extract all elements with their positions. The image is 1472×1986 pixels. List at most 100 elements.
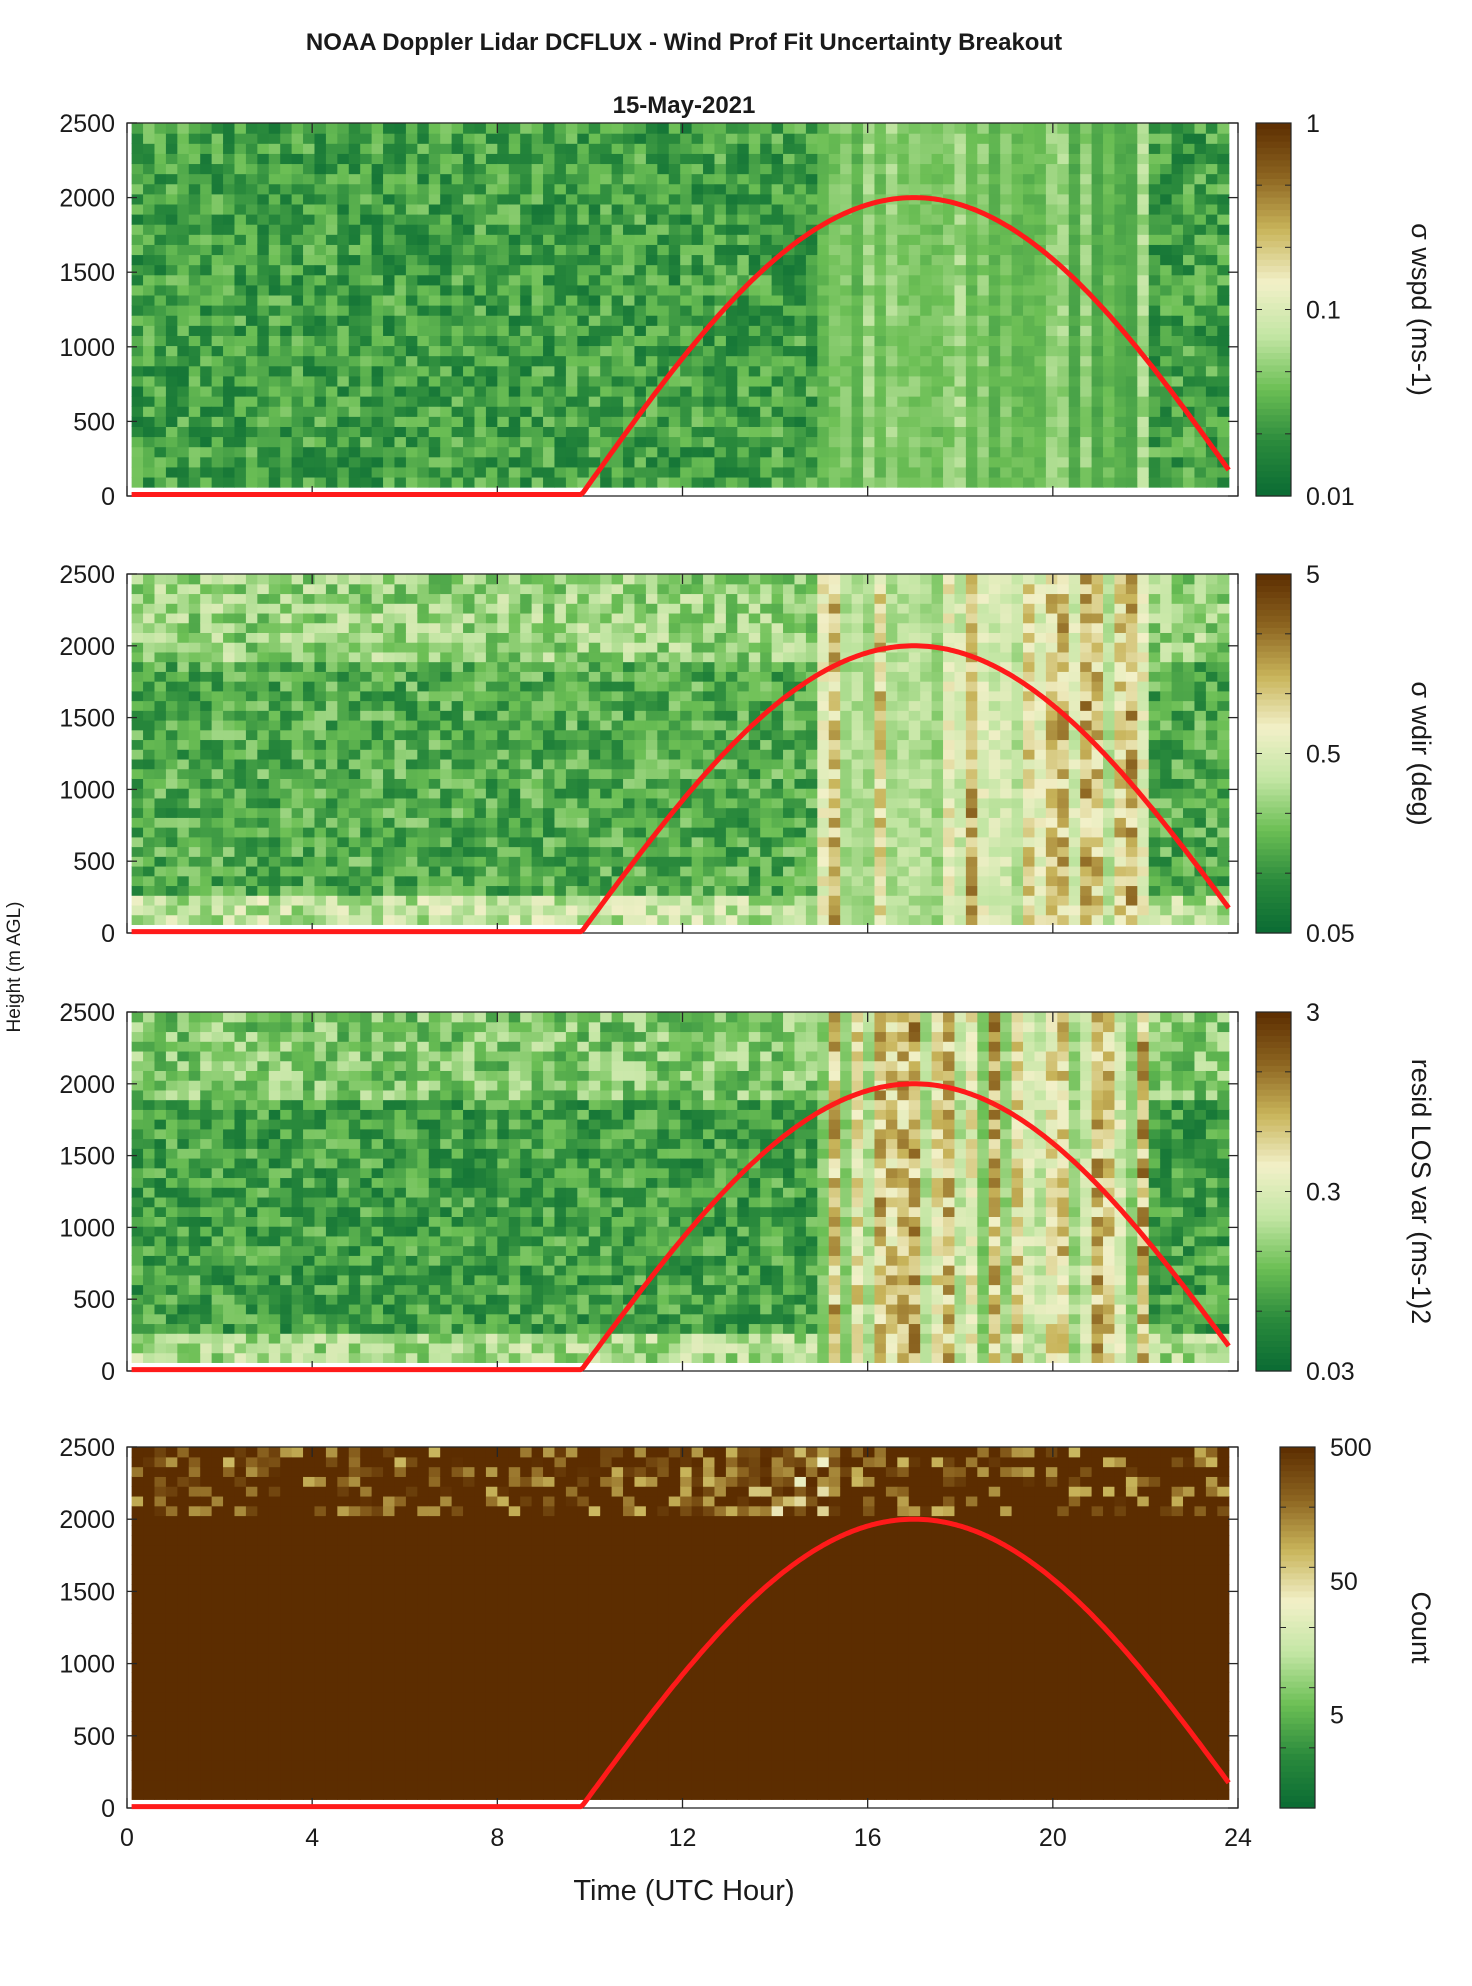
heatmap-cell xyxy=(1183,476,1196,488)
heatmap-cell xyxy=(451,315,464,326)
heatmap-cell xyxy=(851,284,864,296)
heatmap-cell xyxy=(1125,274,1138,286)
heatmap-cell xyxy=(680,446,693,458)
heatmap-cell xyxy=(897,416,910,427)
heatmap-cell xyxy=(177,632,190,643)
heatmap-cell xyxy=(565,856,578,867)
heatmap-cell xyxy=(440,729,453,741)
heatmap-cell xyxy=(565,875,578,887)
heatmap-cell xyxy=(931,214,944,225)
heatmap-cell xyxy=(1034,234,1047,245)
heatmap-cell xyxy=(1217,133,1230,144)
heatmap-cell xyxy=(325,315,338,326)
heatmap-cell xyxy=(508,690,521,702)
heatmap-cell xyxy=(1114,385,1127,397)
heatmap-cell xyxy=(200,700,213,711)
heatmap-cell xyxy=(394,603,407,614)
heatmap-cell xyxy=(223,406,236,417)
heatmap-cell xyxy=(531,355,544,367)
heatmap-cell xyxy=(805,153,818,165)
heatmap-cell xyxy=(440,244,453,256)
heatmap-cell xyxy=(634,214,647,225)
heatmap-cell xyxy=(245,214,258,225)
heatmap-cell xyxy=(520,846,533,857)
heatmap-cell xyxy=(1114,133,1127,144)
heatmap-cell xyxy=(314,651,327,663)
heatmap-cell xyxy=(234,797,247,809)
heatmap-cell xyxy=(737,436,750,448)
heatmap-cell xyxy=(965,234,978,245)
heatmap-cell xyxy=(497,846,510,857)
heatmap-cell xyxy=(417,836,430,848)
heatmap-cell xyxy=(268,143,281,154)
heatmap-cell xyxy=(771,436,784,448)
heatmap-cell xyxy=(291,416,304,427)
heatmap-cell xyxy=(223,661,236,672)
heatmap-cell xyxy=(291,807,304,818)
heatmap-cell xyxy=(1171,375,1184,387)
heatmap-cell xyxy=(600,254,613,266)
heatmap-cell xyxy=(177,123,190,134)
heatmap-cell xyxy=(485,612,498,624)
heatmap-cell xyxy=(417,123,430,134)
heatmap-cell xyxy=(497,325,510,336)
heatmap-cell xyxy=(1217,345,1230,357)
heatmap-cell xyxy=(1045,335,1058,347)
heatmap-cell xyxy=(497,904,510,916)
heatmap-cell xyxy=(1034,214,1047,225)
heatmap-cell xyxy=(485,817,498,828)
heatmap-cell xyxy=(508,436,521,448)
heatmap-cell xyxy=(1148,163,1161,175)
heatmap-cell xyxy=(314,305,327,316)
heatmap-cell xyxy=(771,123,784,134)
heatmap-cell xyxy=(348,914,361,925)
heatmap-cell xyxy=(463,365,476,377)
heatmap-cell xyxy=(600,355,613,367)
heatmap-cell xyxy=(405,203,418,215)
heatmap-cell xyxy=(223,476,236,488)
heatmap-cell xyxy=(405,446,418,458)
heatmap-cell xyxy=(291,593,304,604)
heatmap-cell xyxy=(965,264,978,276)
heatmap-cell xyxy=(223,612,236,624)
heatmap-cell xyxy=(977,416,990,427)
heatmap-cell xyxy=(360,807,373,818)
heatmap-cell xyxy=(200,671,213,682)
heatmap-cell xyxy=(223,143,236,154)
heatmap-cell xyxy=(1103,234,1116,245)
colorbar-segment xyxy=(1256,129,1291,137)
heatmap-cell xyxy=(165,758,178,770)
heatmap-cell xyxy=(588,294,601,306)
heatmap-cell xyxy=(531,123,544,134)
heatmap-cell xyxy=(840,436,853,448)
heatmap-cell xyxy=(417,671,430,682)
heatmap-cell xyxy=(143,264,156,276)
heatmap-cell xyxy=(143,456,156,468)
heatmap-cell xyxy=(554,729,567,741)
heatmap-cell xyxy=(554,827,567,838)
heatmap-cell xyxy=(131,133,144,144)
heatmap-cell xyxy=(623,446,636,458)
heatmap-cell xyxy=(623,274,636,286)
heatmap-cell xyxy=(714,396,727,407)
heatmap-cell xyxy=(314,632,327,643)
heatmap-cell xyxy=(440,622,453,633)
heatmap-cell xyxy=(725,396,738,407)
heatmap-cell xyxy=(668,173,681,185)
heatmap-cell xyxy=(920,254,933,266)
heatmap-cell xyxy=(371,749,384,760)
heatmap-cell xyxy=(497,133,510,144)
heatmap-cell xyxy=(634,244,647,256)
heatmap-cell xyxy=(485,836,498,848)
y-tick-label: 2500 xyxy=(59,110,115,138)
heatmap-cell xyxy=(428,603,441,614)
heatmap-cell xyxy=(211,173,224,185)
heatmap-cell xyxy=(451,807,464,818)
heatmap-cell xyxy=(897,355,910,367)
heatmap-cell xyxy=(748,396,761,407)
heatmap-cell xyxy=(200,385,213,397)
heatmap-cell xyxy=(1137,294,1150,306)
heatmap-cell xyxy=(451,719,464,731)
heatmap-cell xyxy=(954,325,967,336)
heatmap-cell xyxy=(1160,123,1173,134)
